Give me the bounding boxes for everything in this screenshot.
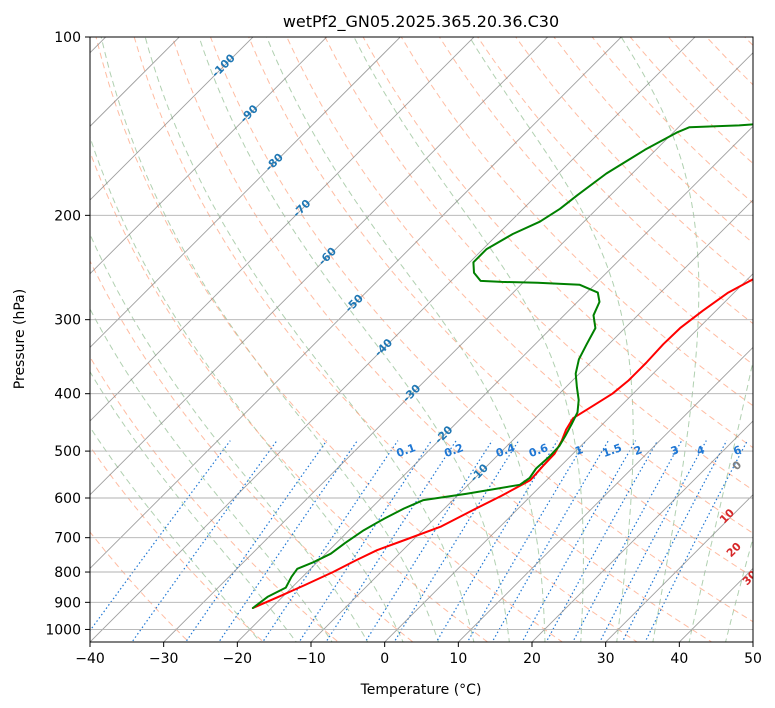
mixing-ratio-line xyxy=(491,440,609,642)
mixing-ratio-line xyxy=(364,440,493,642)
moist-adiabat-line xyxy=(725,536,753,642)
mixing-ratio-label: 2 xyxy=(632,443,644,458)
x-tick-label: −40 xyxy=(75,651,105,667)
mixing-ratio-line xyxy=(466,440,587,642)
isotherm-line xyxy=(90,37,475,422)
moist-adiabat-line xyxy=(468,37,634,642)
temperature-profile-line xyxy=(251,278,753,609)
moist-adiabat-line xyxy=(90,308,333,642)
moist-adiabat-line xyxy=(688,358,753,642)
isotherm-line xyxy=(531,420,753,642)
y-tick-label: 700 xyxy=(54,531,81,547)
isotherm-line xyxy=(90,37,254,201)
x-tick-label: −30 xyxy=(149,651,179,667)
x-tick-label: 0 xyxy=(380,651,389,667)
dry-adiabat-line xyxy=(248,37,753,578)
mixing-ratio-label: 4 xyxy=(695,443,707,458)
y-tick-label: 200 xyxy=(54,208,81,224)
x-tick-label: −20 xyxy=(223,651,253,667)
mixing-ratio-line xyxy=(131,440,278,642)
mixing-ratio-label: 6 xyxy=(732,443,744,458)
isotherm-line xyxy=(605,494,753,642)
x-axis-title: Temperature (°C) xyxy=(360,682,482,698)
mixing-ratio-label: 0.4 xyxy=(494,441,517,460)
y-tick-label: 1000 xyxy=(45,622,81,638)
chart-title: wetPf2_GN05.2025.365.20.36.C30 xyxy=(283,12,559,32)
dry-adiabat-line xyxy=(171,37,713,642)
x-tick-label: 20 xyxy=(523,651,541,667)
isotherm-line xyxy=(90,37,622,570)
mixing-ratio-line xyxy=(621,440,728,642)
moist-adiabat-line xyxy=(353,37,584,642)
moist-adiabat-line xyxy=(144,37,475,642)
mixing-ratio-label: 1.5 xyxy=(601,441,624,460)
isotherm-line xyxy=(90,37,180,127)
moist-adiabat-line xyxy=(100,37,440,642)
isotherm-line xyxy=(163,52,753,642)
moist-adiabat-line xyxy=(266,37,546,642)
y-axis-title: Pressure (hPa) xyxy=(12,289,28,389)
moist-adiabat-line xyxy=(90,426,261,642)
isotherm-line xyxy=(90,37,328,275)
isotherm-line xyxy=(90,37,549,496)
isotherm-line xyxy=(384,273,753,642)
x-tick-label: 50 xyxy=(744,651,762,667)
mixing-ratio-line xyxy=(325,440,457,642)
x-tick-label: −10 xyxy=(296,651,326,667)
dry-adiabat-line xyxy=(133,37,638,642)
isotherms xyxy=(90,37,753,642)
dry-adiabat-line xyxy=(90,531,190,642)
isotherm-line xyxy=(90,37,401,348)
plot-area: -100-90-80-70-60-50-40-30-20-100.1 0.2 0.4… xyxy=(90,37,753,642)
dry-adiabat-line xyxy=(90,356,339,642)
mixing-ratio-label: 0.2 xyxy=(442,441,465,460)
isotherm-line xyxy=(90,37,696,642)
moist-adiabat-line xyxy=(90,370,297,642)
x-axis-ticks: −40 −30 −20 −10 0 10 20 30 40 50 xyxy=(75,642,762,667)
mixing-ratio-line xyxy=(644,440,748,642)
mixing-ratio-lines xyxy=(90,440,748,642)
x-tick-label: 10 xyxy=(449,651,467,667)
series-lines xyxy=(251,123,753,609)
mixing-ratio-line xyxy=(435,440,558,642)
y-tick-label: 900 xyxy=(54,595,81,611)
dry-adiabat-line xyxy=(95,37,564,642)
x-tick-label: 30 xyxy=(597,651,615,667)
y-tick-label: 600 xyxy=(54,491,81,507)
dewpoint-profile-line xyxy=(251,123,753,609)
dry-adiabat-line xyxy=(90,259,414,642)
isotherm-line xyxy=(236,125,753,642)
x-tick-label: 40 xyxy=(670,651,688,667)
mixing-ratio-line xyxy=(572,440,683,642)
mixing-ratio-label: 1 xyxy=(573,443,585,458)
mixing-ratio-line xyxy=(262,440,399,642)
mixing-ratio-label: 0.6 xyxy=(527,441,550,460)
dry-adiabat-line xyxy=(362,37,753,449)
mixing-ratio-line xyxy=(599,440,707,642)
mixing-ratio-label: 0.1 xyxy=(395,441,418,460)
dry-adiabat-line xyxy=(90,150,489,642)
y-tick-label: 800 xyxy=(54,565,81,581)
pressure-gridlines xyxy=(90,37,753,630)
y-tick-label: 400 xyxy=(54,387,81,403)
y-tick-label: 100 xyxy=(54,30,81,46)
y-tick-label: 300 xyxy=(54,313,81,329)
moist-adiabat-line xyxy=(90,135,404,642)
mixing-ratio-line xyxy=(298,440,432,642)
mixing-ratio-line xyxy=(545,440,659,642)
mixing-ratio-line xyxy=(521,440,637,642)
y-axis-ticks: 100 200 300 400 500 600 700 800 900 1000 xyxy=(45,30,90,638)
isotherm-line xyxy=(310,199,753,642)
plot-frame xyxy=(89,36,754,643)
dry-adiabat-line xyxy=(209,37,753,623)
isotherm-line xyxy=(457,346,753,642)
dry-adiabat-line xyxy=(90,445,265,642)
moist-adiabat-line xyxy=(198,37,510,642)
y-tick-label: 500 xyxy=(54,444,81,460)
moist-adiabat-line xyxy=(90,232,369,642)
mixing-ratio-label: 3 xyxy=(669,443,681,458)
